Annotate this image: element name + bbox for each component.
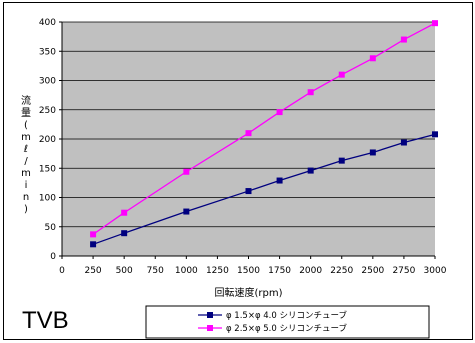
data-point-s0-9	[432, 131, 438, 138]
x-tick-label-1750: 1750	[268, 266, 291, 276]
data-point-s0-8	[400, 139, 407, 146]
y-tick-label-300: 300	[39, 77, 56, 87]
y-tick-label-150: 150	[39, 164, 56, 174]
data-point-s0-0	[90, 241, 97, 248]
data-point-s0-6	[338, 157, 345, 164]
data-point-s1-9	[432, 20, 438, 27]
y-tick-label-200: 200	[39, 135, 56, 145]
x-tick-label-2750: 2750	[392, 266, 415, 276]
data-point-s1-7	[369, 55, 376, 62]
caption-label: TVB	[22, 307, 69, 334]
data-point-s1-8	[400, 36, 407, 43]
legend: φ 1.5×φ 4.0 シリコンチューブ φ 2.5×φ 5.0 シリコンチューブ	[145, 305, 430, 339]
y-tick-label-400: 400	[39, 18, 56, 28]
x-tick-label-2000: 2000	[299, 266, 322, 276]
x-tick-label-2250: 2250	[330, 266, 353, 276]
y-tick-label-250: 250	[39, 106, 56, 116]
data-point-s1-0	[90, 231, 97, 238]
x-tick-label-500: 500	[116, 266, 133, 276]
legend-box	[145, 305, 430, 339]
legend-label-0: φ 1.5×φ 4.0 シリコンチューブ	[226, 310, 347, 321]
legend-marker-1	[207, 325, 213, 331]
x-axis-title: 回転速度(rpm)	[214, 286, 282, 299]
x-tick-label-750: 750	[147, 266, 164, 276]
x-tick-label-1000: 1000	[175, 266, 198, 276]
series-line-0	[92, 133, 436, 245]
x-tick-label-1250: 1250	[206, 266, 229, 276]
y-tick-label-0: 0	[50, 252, 56, 262]
data-point-s0-3	[245, 188, 252, 195]
x-tick-label-3000: 3000	[424, 266, 447, 276]
x-tick-label-2500: 2500	[361, 266, 384, 276]
data-point-s0-7	[369, 149, 376, 156]
y-axis-title: 流量(m ℓ / m i n)	[21, 94, 31, 215]
y-tick-label-50: 50	[45, 223, 57, 233]
y-tick-label-100: 100	[39, 194, 56, 204]
x-tick-label-1500: 1500	[237, 266, 260, 276]
data-point-s0-5	[307, 167, 314, 174]
legend-marker-0	[207, 312, 213, 318]
data-point-s0-4	[276, 177, 283, 184]
data-point-s1-3	[245, 130, 252, 137]
x-tick-label-0: 0	[59, 266, 65, 276]
data-point-s1-1	[121, 209, 128, 216]
data-point-s1-2	[183, 168, 190, 175]
series-line-1	[92, 22, 436, 235]
data-point-s0-2	[183, 208, 190, 215]
legend-label-1: φ 2.5×φ 5.0 シリコンチューブ	[226, 323, 347, 334]
data-point-s1-6	[338, 71, 345, 78]
y-tick-label-350: 350	[39, 47, 56, 57]
data-point-s1-5	[307, 89, 314, 96]
data-point-s1-4	[276, 109, 283, 116]
data-point-s0-1	[121, 230, 128, 237]
x-tick-label-250: 250	[84, 266, 101, 276]
